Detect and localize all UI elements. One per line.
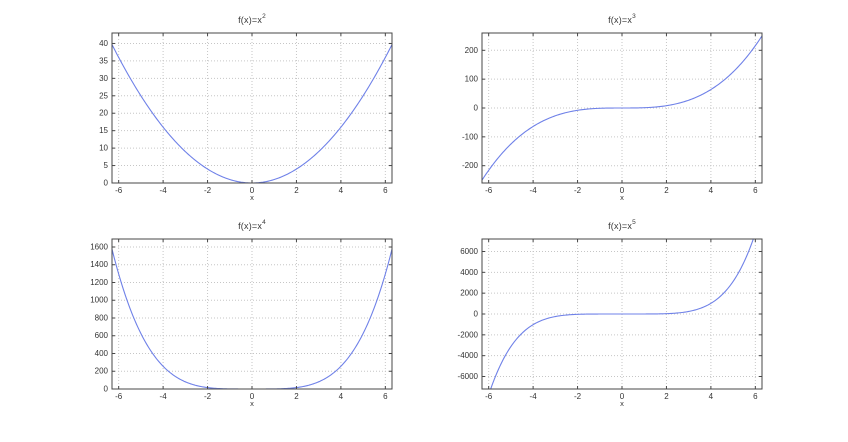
plot-title-x5-base: f(x)=x	[608, 221, 633, 231]
svg-text:6000: 6000	[460, 247, 478, 256]
plot-xlabel-x3: x	[620, 193, 624, 202]
svg-text:-200: -200	[462, 161, 479, 170]
svg-text:-4: -4	[530, 186, 538, 195]
svg-text:30: 30	[99, 74, 108, 83]
svg-text:4: 4	[339, 392, 344, 401]
svg-text:2: 2	[294, 186, 299, 195]
plot-x4-canvas: -6 -4 -2 0 2 4 6 0 200 400 600 800 1000 1200 1400 1600	[90, 238, 393, 401]
svg-text:-6: -6	[485, 392, 493, 401]
svg-text:4: 4	[709, 392, 714, 401]
svg-text:1200: 1200	[90, 278, 108, 287]
svg-text:-4: -4	[160, 186, 168, 195]
svg-text:-2000: -2000	[458, 330, 479, 339]
plot-title-x2: f(x)=x2	[112, 13, 392, 25]
svg-text:600: 600	[95, 331, 109, 340]
plot-title-x2-base: f(x)=x	[238, 15, 263, 25]
svg-text:10: 10	[99, 144, 108, 153]
svg-text:-6: -6	[485, 186, 493, 195]
svg-text:6: 6	[383, 186, 388, 195]
svg-text:1000: 1000	[90, 296, 108, 305]
svg-text:-4000: -4000	[458, 351, 479, 360]
plot-title-x3: f(x)=x3	[482, 13, 762, 25]
svg-text:0: 0	[250, 392, 255, 401]
svg-text:-2: -2	[204, 392, 212, 401]
plot-title-x5: f(x)=x5	[482, 219, 762, 231]
svg-text:20: 20	[99, 109, 108, 118]
svg-text:0: 0	[104, 179, 109, 188]
plot-title-x4-base: f(x)=x	[238, 221, 263, 231]
plot-xlabel-x2: x	[250, 193, 254, 202]
svg-text:2: 2	[294, 392, 299, 401]
svg-text:400: 400	[95, 349, 109, 358]
svg-text:-100: -100	[462, 132, 479, 141]
svg-text:800: 800	[95, 313, 109, 322]
svg-text:2: 2	[664, 392, 669, 401]
plot-x3-canvas: -6 -4 -2 0 2 4 6 -200 -100 0 100 200	[462, 32, 763, 195]
plot-x5-canvas: -6 -4 -2 0 2 4 6 -6000 -4000 -2000 0 2000 4000 6000	[458, 238, 763, 401]
svg-text:-2: -2	[574, 392, 582, 401]
svg-text:4: 4	[339, 186, 344, 195]
svg-text:2: 2	[664, 186, 669, 195]
svg-text:6: 6	[383, 392, 388, 401]
svg-text:4: 4	[709, 186, 714, 195]
svg-text:6: 6	[753, 392, 758, 401]
svg-text:200: 200	[465, 46, 479, 55]
subplot-x3: f(x)=x3 -6 -4 -2 0 2 4 6 -200 -100 0 100 200 x	[430, 8, 780, 214]
svg-text:-2: -2	[574, 186, 582, 195]
svg-text:6: 6	[753, 186, 758, 195]
plot-title-x3-base: f(x)=x	[608, 15, 633, 25]
svg-text:0: 0	[620, 186, 625, 195]
svg-text:25: 25	[99, 91, 108, 100]
svg-text:-6000: -6000	[458, 372, 479, 381]
plot-title-x4-exponent: 4	[262, 219, 266, 226]
svg-text:-6: -6	[115, 392, 123, 401]
subplot-x2: f(x)=x2 -6 -4 -2 0 2 4 6 0 5 10 15 20 25 30 35 40 x	[60, 8, 410, 214]
svg-text:-6: -6	[115, 186, 123, 195]
svg-text:0: 0	[474, 310, 479, 319]
svg-text:0: 0	[620, 392, 625, 401]
svg-text:200: 200	[95, 367, 109, 376]
plot-x2-canvas: -6 -4 -2 0 2 4 6 0 5 10 15 20 25 30 35 40	[99, 32, 393, 195]
plot-title-x3-exponent: 3	[632, 13, 636, 20]
svg-text:35: 35	[99, 56, 108, 65]
svg-text:-4: -4	[160, 392, 168, 401]
svg-text:0: 0	[474, 104, 479, 113]
svg-text:5: 5	[104, 161, 109, 170]
svg-text:-2: -2	[204, 186, 212, 195]
svg-text:1600: 1600	[90, 242, 108, 251]
svg-text:40: 40	[99, 39, 108, 48]
plot-title-x5-exponent: 5	[632, 219, 636, 226]
plot-xlabel-x4: x	[250, 399, 254, 408]
plot-xlabel-x5: x	[620, 399, 624, 408]
svg-text:4000: 4000	[460, 268, 478, 277]
svg-text:2000: 2000	[460, 289, 478, 298]
svg-text:-4: -4	[530, 392, 538, 401]
svg-text:0: 0	[104, 385, 109, 394]
svg-text:100: 100	[465, 75, 479, 84]
plot-title-x2-exponent: 2	[262, 13, 266, 20]
svg-text:1400: 1400	[90, 260, 108, 269]
svg-text:15: 15	[99, 126, 108, 135]
subplot-x5: f(x)=x5 -6 -4 -2 0 2 4 6 -6000 -4000 -2000 0 2000 40…	[430, 214, 780, 420]
plot-title-x4: f(x)=x4	[112, 219, 392, 231]
subplot-x4: f(x)=x4 -6 -4 -2 0 2 4 6 0 200 400 600 800 1000 1200 1…	[60, 214, 410, 420]
svg-text:0: 0	[250, 186, 255, 195]
